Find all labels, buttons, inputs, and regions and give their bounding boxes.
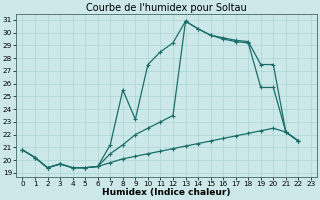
X-axis label: Humidex (Indice chaleur): Humidex (Indice chaleur) — [102, 188, 231, 197]
Title: Courbe de l'humidex pour Soltau: Courbe de l'humidex pour Soltau — [86, 3, 247, 13]
